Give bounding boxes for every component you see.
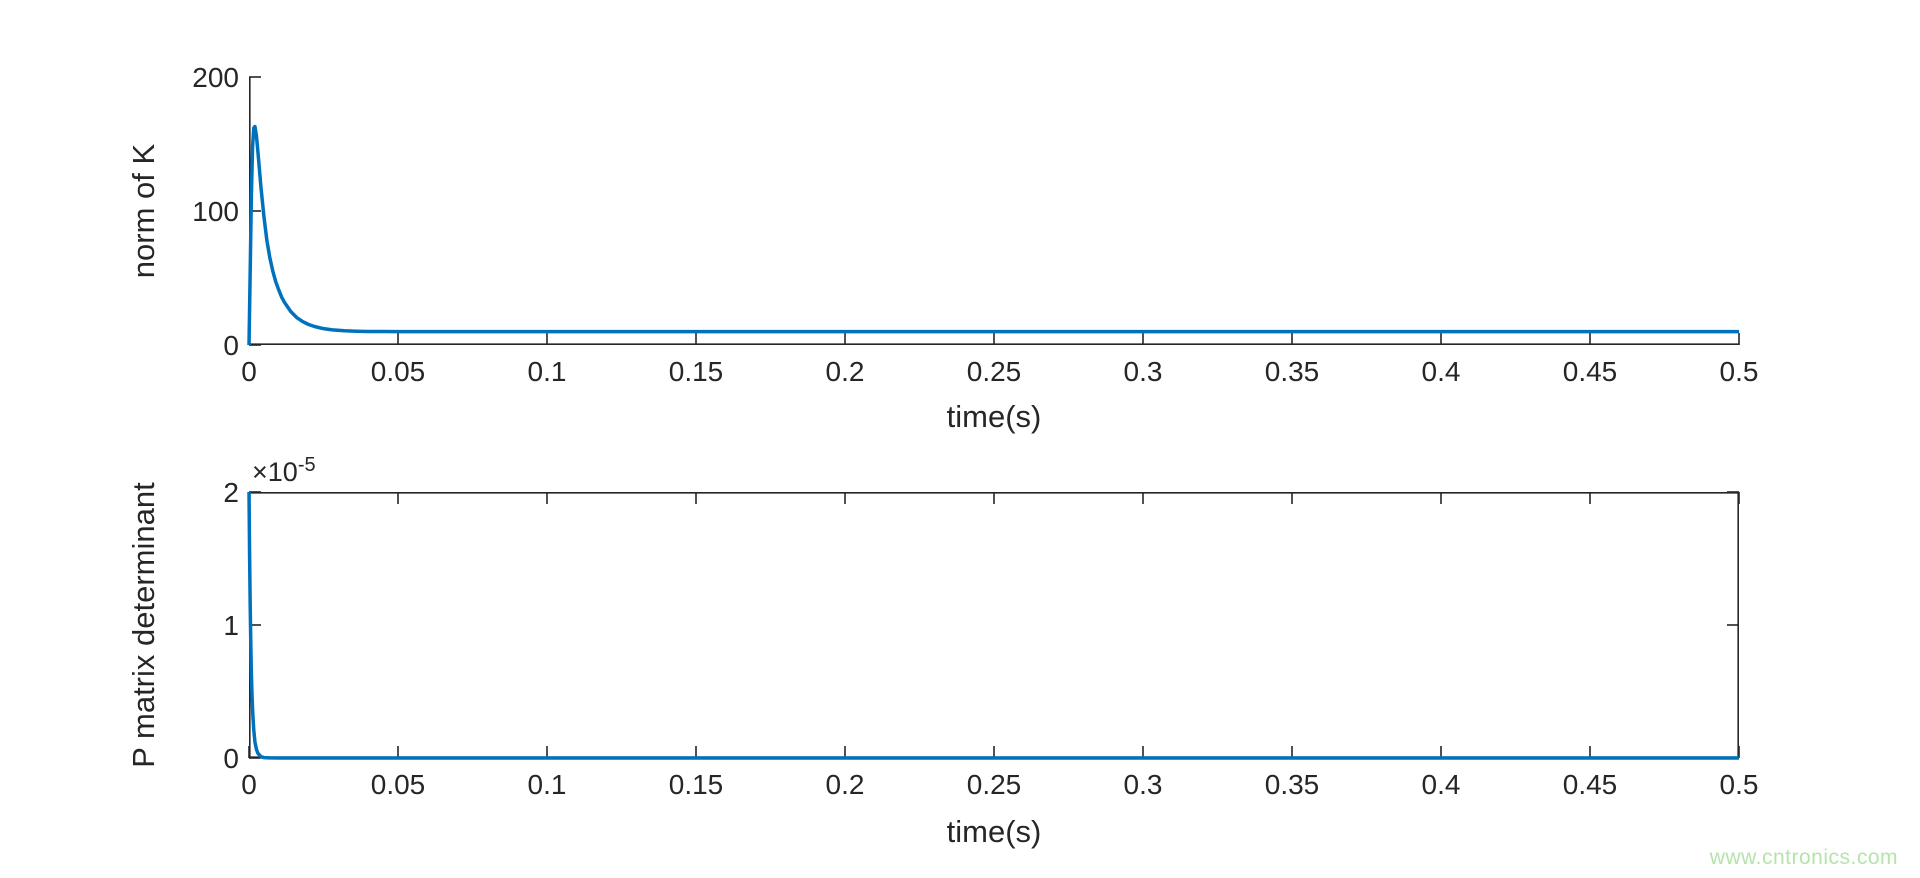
y-tick-label: 2 bbox=[223, 477, 239, 508]
x-tick-label: 0.5 bbox=[1719, 769, 1759, 800]
y-tick-label: 200 bbox=[192, 62, 239, 93]
y-tick-label: 100 bbox=[192, 196, 239, 227]
x-tick-label: 0.45 bbox=[1562, 356, 1618, 387]
x-tick-label: 0.5 bbox=[1719, 356, 1759, 387]
x-tick-label: 0.2 bbox=[825, 769, 865, 800]
y-tick-label: 0 bbox=[223, 330, 239, 361]
plot-canvas-p-determinant bbox=[247, 491, 1740, 760]
x-tick-label: 0.45 bbox=[1562, 769, 1618, 800]
line-series bbox=[247, 124, 1739, 346]
x-tick-label: 0.15 bbox=[668, 769, 724, 800]
x-tick-label: 0.1 bbox=[527, 769, 567, 800]
x-tick-label: 0.35 bbox=[1264, 769, 1320, 800]
x-tick-label: 0.4 bbox=[1421, 356, 1461, 387]
y-tick-label: 0 bbox=[223, 743, 239, 774]
x-axis-label-bottom: time(s) bbox=[946, 814, 1042, 849]
x-axis-label-top: time(s) bbox=[946, 399, 1042, 434]
multiplier-base: ×10 bbox=[252, 457, 298, 487]
x-tick-label: 0.2 bbox=[825, 356, 865, 387]
x-tick-label: 0.35 bbox=[1264, 356, 1320, 387]
x-tick-label: 0.1 bbox=[527, 356, 567, 387]
x-tick-label: 0.3 bbox=[1123, 356, 1163, 387]
y-tick-label: 1 bbox=[223, 610, 239, 641]
x-tick-label: 0.3 bbox=[1123, 769, 1163, 800]
x-tick-label: 0.05 bbox=[370, 769, 426, 800]
y-axis-exponent-multiplier: ×10-5 bbox=[252, 455, 316, 486]
line-series bbox=[247, 491, 1739, 760]
x-tick-label: 0 bbox=[241, 769, 257, 800]
x-tick-label: 0.25 bbox=[966, 769, 1022, 800]
x-tick-label: 0.4 bbox=[1421, 769, 1461, 800]
x-tick-label: 0.15 bbox=[668, 356, 724, 387]
watermark: www.cntronics.com bbox=[1709, 846, 1898, 869]
x-tick-label: 0 bbox=[241, 356, 257, 387]
plot-canvas-norm-of-k bbox=[247, 76, 1740, 346]
multiplier-exponent: -5 bbox=[297, 454, 316, 476]
x-tick-label: 0.25 bbox=[966, 356, 1022, 387]
x-tick-label: 0.05 bbox=[370, 356, 426, 387]
